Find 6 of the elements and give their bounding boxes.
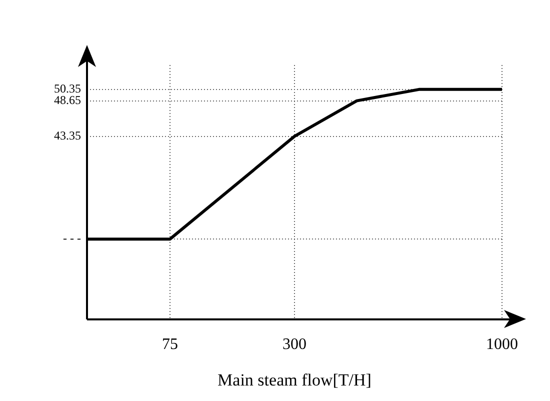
y-tick-label: 43.35 [54, 128, 81, 142]
y-tick-label: - - - [63, 231, 81, 246]
x-tick-label: 1000 [486, 336, 518, 354]
x-axis-title: Main steam flow[T/H] [218, 370, 372, 390]
x-tick-label: 300 [282, 336, 306, 354]
x-tick-label: 75 [162, 336, 178, 354]
